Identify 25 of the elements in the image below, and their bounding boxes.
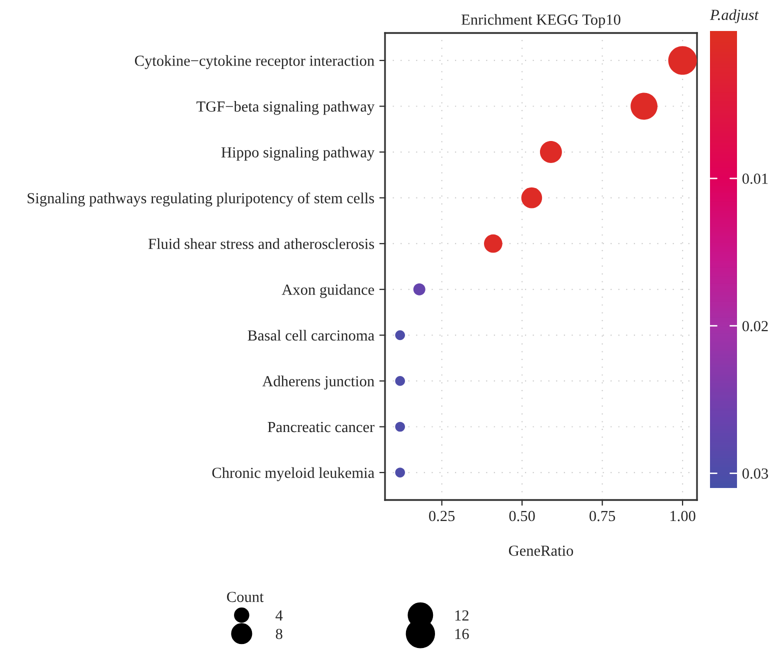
color-bar-title: P.adjust xyxy=(710,9,759,24)
y-tick-label: TGF−beta signaling pathway xyxy=(196,100,375,115)
y-tick-label: Adherens junction xyxy=(262,376,374,390)
x-tick-label: 0.50 xyxy=(509,510,535,522)
legend-label: 8 xyxy=(276,628,282,640)
y-tick-label: Fluid shear stress and atherosclerosis xyxy=(148,238,374,250)
color-bar-label: 0.02 xyxy=(742,320,768,332)
legend-label: 12 xyxy=(455,610,468,620)
y-tick-label: Hippo signaling pathway xyxy=(221,146,375,161)
color-bar-label: 0.01 xyxy=(742,174,768,184)
y-tick-label: Axon guidance xyxy=(282,284,374,298)
x-tick-label: 0.25 xyxy=(429,510,455,522)
y-tick-label: Signaling pathways regulating pluripotency of stem cells xyxy=(28,192,374,206)
legend-title: Count xyxy=(227,592,264,602)
legend-label: 16 xyxy=(455,628,469,640)
x-tick-label: 1.00 xyxy=(670,510,696,522)
y-tick-label: Chronic myeloid leukemia xyxy=(212,467,374,482)
y-tick-label: Cytokine−cytokine receptor interaction xyxy=(134,55,374,70)
y-tick-label: Pancreatic cancer xyxy=(268,422,374,432)
x-axis-title: GeneRatio xyxy=(508,546,574,556)
chart-title: Enrichment KEGG Top10 xyxy=(461,14,620,28)
color-bar-label: 0.03 xyxy=(742,468,768,479)
legend-label: 4 xyxy=(276,610,283,620)
y-tick-label: Basal cell carcinoma xyxy=(248,330,374,341)
x-tick-label: 0.75 xyxy=(590,510,616,522)
